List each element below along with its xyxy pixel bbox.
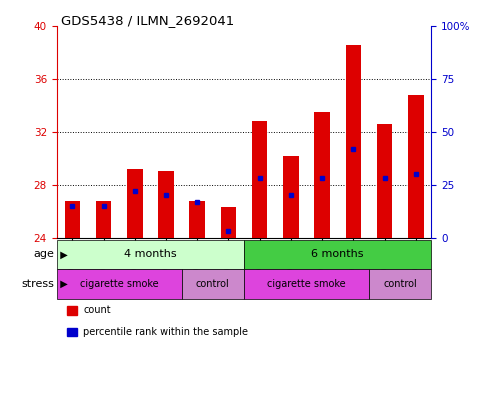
Text: control: control — [383, 279, 417, 289]
Bar — [158, 171, 174, 238]
Bar — [244, 240, 431, 269]
Bar — [57, 269, 181, 299]
Bar — [96, 200, 111, 238]
Bar — [244, 269, 369, 299]
Bar — [181, 269, 244, 299]
Bar — [315, 112, 330, 238]
Bar — [189, 200, 205, 238]
Text: 4 months: 4 months — [124, 250, 176, 259]
Text: count: count — [83, 305, 111, 316]
Text: 6 months: 6 months — [312, 250, 364, 259]
Bar — [127, 169, 142, 238]
Text: age: age — [34, 250, 54, 259]
Text: ▶: ▶ — [54, 279, 68, 289]
Bar — [57, 240, 244, 269]
Bar — [65, 200, 80, 238]
Text: percentile rank within the sample: percentile rank within the sample — [83, 327, 248, 337]
Text: cigarette smoke: cigarette smoke — [267, 279, 346, 289]
Text: ▶: ▶ — [54, 250, 68, 259]
Bar — [283, 156, 299, 238]
Text: GDS5438 / ILMN_2692041: GDS5438 / ILMN_2692041 — [61, 14, 235, 27]
Bar — [252, 121, 267, 238]
Text: cigarette smoke: cigarette smoke — [80, 279, 158, 289]
Bar — [408, 94, 423, 238]
Text: control: control — [196, 279, 230, 289]
Bar — [377, 124, 392, 238]
Text: stress: stress — [21, 279, 54, 289]
Bar — [369, 269, 431, 299]
Bar — [346, 46, 361, 238]
Bar — [221, 207, 236, 238]
